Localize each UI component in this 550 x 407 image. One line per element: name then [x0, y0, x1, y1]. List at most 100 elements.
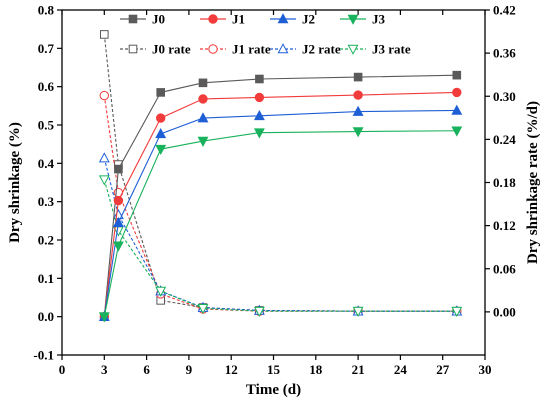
legend-label: J2 [302, 12, 315, 27]
data-point [100, 30, 109, 39]
legend-item-j0: J0 [120, 12, 165, 27]
legend-item-j3-rate: J3 rate [340, 42, 411, 57]
plot-area [61, 9, 486, 356]
data-point [253, 128, 265, 139]
data-point [155, 144, 167, 156]
x-tick-label: 24 [394, 362, 408, 377]
x-tick-label: 27 [436, 362, 450, 377]
data-point [451, 306, 463, 318]
series-j3 [98, 126, 463, 323]
legend-item-j2: J2 [270, 12, 315, 27]
legend: J0 J1 J2 J3 J0 rate J1 rate J2 rate J3 rate [120, 12, 411, 57]
series-j0-rate [100, 30, 462, 316]
legend-item-j2-rate: J2 rate [270, 42, 341, 57]
series-j3-rate [98, 175, 463, 318]
legend-label: J0 [152, 12, 165, 27]
legend-marker [347, 44, 359, 55]
y2-tick-label: 0.00 [493, 304, 516, 319]
data-point [198, 94, 208, 104]
y-tick-label: 0.4 [38, 156, 55, 171]
legend-marker [277, 43, 289, 54]
series-line [103, 91, 457, 317]
data-point [155, 127, 167, 139]
y-tick-label: 0.6 [38, 79, 55, 94]
data-point [113, 195, 124, 206]
data-point [98, 312, 110, 323]
data-point [114, 164, 123, 174]
data-point [352, 105, 364, 116]
x-tick-label: 21 [352, 362, 365, 377]
x-tick-label: 3 [101, 362, 108, 377]
data-point [451, 126, 463, 137]
y-axis-title: Dry shrinkage (%) [7, 122, 23, 243]
y-tick-label: -0.1 [33, 348, 54, 363]
data-point [98, 152, 110, 163]
legend-label: J3 [372, 12, 386, 27]
series-j2-rate [98, 152, 463, 316]
data-point [353, 90, 363, 100]
legend-item-j0-rate: J0 rate [120, 42, 191, 57]
legend-item-j1: J1 [200, 12, 245, 27]
axes: 0 3 6 9 12 15 18 21 24 27 30 -0.1 0.0 0.1 0.2 0.3 0.4 0.5… [33, 3, 516, 378]
data-point [98, 175, 110, 186]
legend-marker [128, 44, 138, 54]
data-point [99, 90, 110, 101]
y2-tick-label: 0.30 [493, 89, 516, 104]
data-point [112, 241, 124, 252]
legend-item-j3: J3 [340, 12, 386, 27]
plot-frame [61, 9, 486, 356]
x-tick-label: 12 [225, 362, 238, 377]
data-point [198, 78, 208, 88]
y2-tick-label: 0.42 [493, 3, 516, 18]
legend-marker [208, 14, 218, 24]
data-point [353, 72, 363, 82]
y2-tick-label: 0.24 [493, 132, 516, 147]
data-point [253, 306, 265, 318]
series-j1 [99, 87, 462, 322]
data-point [156, 88, 165, 97]
y-tick-label: 0.8 [38, 3, 55, 18]
data-point [255, 74, 264, 84]
data-point [253, 109, 265, 121]
x-tick-label: 18 [309, 362, 323, 377]
y-tick-label: 0.2 [38, 233, 54, 248]
y2-tick-label: 0.18 [493, 175, 516, 190]
data-point [452, 70, 462, 80]
data-point [352, 306, 364, 318]
series-layer [98, 30, 463, 323]
data-point [197, 303, 209, 315]
data-point [156, 113, 166, 123]
legend-label: J3 rate [372, 42, 411, 57]
data-point [254, 92, 265, 103]
legend-label: J2 rate [302, 42, 341, 57]
x-tick-label: 15 [267, 362, 281, 377]
data-point [352, 127, 364, 138]
y2-tick-label: 0.06 [493, 261, 516, 276]
y-tick-label: 0.7 [38, 41, 55, 56]
legend-label: J0 rate [152, 42, 191, 57]
y2-tick-label: 0.12 [493, 218, 516, 233]
data-point [112, 216, 124, 228]
x-axis-title: Time (d) [246, 382, 301, 398]
y2-axis-title: Dry shrinkage rate (%/d) [525, 101, 541, 264]
legend-marker [347, 14, 359, 25]
legend-marker [128, 14, 138, 24]
legend-label: J1 rate [232, 42, 271, 57]
data-point [197, 112, 209, 123]
data-point [155, 286, 167, 297]
y-tick-label: 0.1 [38, 271, 54, 286]
y-tick-label: 0.3 [38, 194, 55, 209]
data-point [451, 104, 463, 115]
x-tick-label: 9 [186, 362, 193, 377]
series-j2 [98, 104, 463, 321]
x-tick-label: 30 [479, 362, 492, 377]
series-line [103, 95, 457, 312]
legend-marker [277, 13, 289, 24]
legend-item-j1-rate: J1 rate [200, 42, 271, 57]
y2-tick-label: 0.36 [493, 46, 516, 61]
x-tick-label: 0 [59, 362, 66, 377]
y-tick-label: 0.5 [38, 118, 55, 133]
legend-marker [208, 44, 218, 54]
data-point [452, 87, 462, 98]
